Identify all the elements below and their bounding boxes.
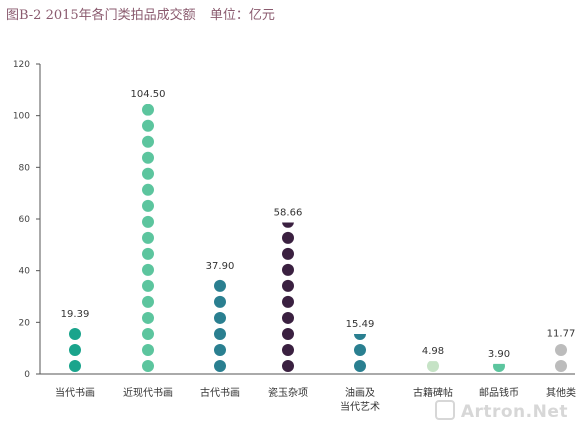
dot-2-4 [214, 295, 226, 308]
dot-1-12 [142, 167, 154, 180]
dot-1-11 [142, 183, 154, 196]
dot-2-2 [214, 327, 226, 340]
artron-watermark: Artron.Net [434, 400, 568, 422]
dot-3-8 [282, 231, 294, 244]
dot-1-13 [142, 151, 154, 164]
chart-title-text: 图B-2 2015年各门类拍品成交额 [6, 8, 196, 23]
dot-0-1 [69, 343, 81, 356]
y-tick-label-40: 40 [19, 267, 31, 277]
value-label-3: 58.66 [274, 207, 303, 218]
dot-1-4 [142, 295, 154, 308]
category-label-5: 古籍碑帖 [413, 386, 453, 399]
dot-1-8 [142, 231, 154, 244]
category-label-1: 近现代书画 [123, 386, 173, 399]
dot-1-1 [142, 343, 154, 356]
category-label-6: 邮品钱币 [479, 386, 519, 399]
category-label-3: 瓷玉杂项 [268, 386, 308, 399]
y-tick-label-80: 80 [19, 163, 31, 173]
dot-1-14 [142, 135, 154, 148]
dot-1-partial [142, 104, 154, 116]
dot-4-0 [354, 359, 366, 372]
value-label-0: 19.39 [61, 309, 90, 320]
value-label-6: 3.90 [488, 349, 510, 360]
dot-1-10 [142, 199, 154, 212]
dot-7-0 [555, 359, 567, 372]
dot-1-2 [142, 327, 154, 340]
dot-3-4 [282, 295, 294, 308]
chart-title: 图B-2 2015年各门类拍品成交额 单位：亿元 [6, 4, 275, 23]
value-label-7: 11.77 [547, 329, 576, 340]
dot-5-partial [427, 361, 439, 372]
dot-1-9 [142, 215, 154, 228]
dot-3-partial [282, 222, 294, 228]
dot-3-3 [282, 311, 294, 324]
dot-1-7 [142, 247, 154, 260]
dot-2-3 [214, 311, 226, 324]
dot-4-1 [354, 343, 366, 356]
y-tick-label-120: 120 [13, 60, 30, 70]
y-tick-label-60: 60 [19, 215, 31, 225]
category-label-4-1: 当代艺术 [340, 400, 380, 413]
watermark-text: Artron.Net [460, 402, 568, 422]
dot-1-15 [142, 119, 154, 132]
category-label-7: 其他类 [546, 386, 576, 399]
dot-0-0 [69, 359, 81, 372]
dot-2-0 [214, 359, 226, 372]
dot-2-1 [214, 343, 226, 356]
dot-3-5 [282, 279, 294, 292]
y-tick-label-0: 0 [24, 370, 30, 380]
chart-unit-label: 单位：亿元 [209, 8, 275, 23]
dot-3-0 [282, 359, 294, 372]
dot-1-6 [142, 263, 154, 276]
dot-1-0 [142, 359, 154, 372]
dot-0-2 [69, 327, 81, 340]
artron-logo-icon [434, 400, 455, 420]
y-tick-label-20: 20 [19, 318, 31, 328]
y-tick-label-100: 100 [13, 112, 30, 122]
dot-0-partial [74, 323, 76, 324]
dot-1-3 [142, 311, 154, 324]
dot-2-5 [214, 279, 226, 292]
category-label-0: 当代书画 [55, 386, 95, 399]
value-label-2: 37.90 [206, 261, 235, 272]
dot-3-1 [282, 343, 294, 356]
dot-6-partial [493, 363, 505, 372]
dot-3-2 [282, 327, 294, 340]
category-label-4-0: 油画及 [345, 386, 375, 399]
value-label-4: 15.49 [346, 319, 375, 330]
value-label-1: 104.50 [131, 89, 166, 100]
dot-3-6 [282, 263, 294, 276]
dot-7-partial [555, 343, 567, 356]
value-label-5: 4.98 [422, 346, 444, 357]
dot-1-5 [142, 279, 154, 292]
category-label-2: 古代书画 [200, 386, 240, 399]
dot-3-7 [282, 247, 294, 260]
dot-4-partial [354, 333, 366, 340]
